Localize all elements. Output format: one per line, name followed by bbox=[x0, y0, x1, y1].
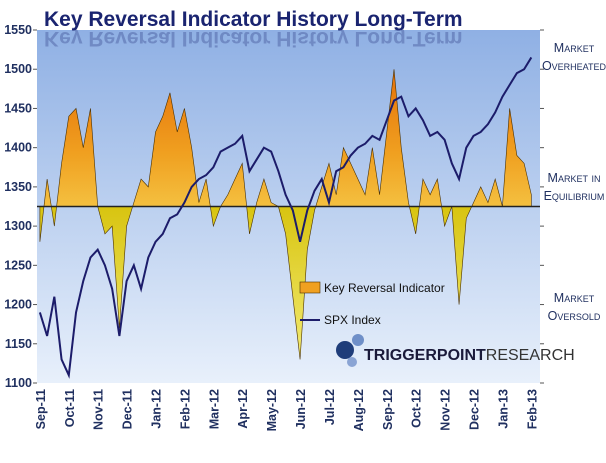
x-tick-label: Dec-12 bbox=[468, 389, 482, 430]
y-tick-label: 1400 bbox=[4, 141, 32, 155]
x-tick-label: Jan-12 bbox=[150, 389, 164, 429]
x-tick-label: Nov-12 bbox=[439, 389, 453, 431]
legend-swatch bbox=[299, 281, 321, 294]
indicator-area bbox=[39, 69, 532, 360]
x-tick-label: Apr-12 bbox=[236, 389, 250, 429]
logo: TRIGGERPOINTRESEARCH bbox=[364, 347, 575, 364]
x-tick-label: Nov-11 bbox=[92, 389, 106, 430]
x-tick-label: Sep-12 bbox=[381, 389, 395, 430]
y-tick-label: 1200 bbox=[4, 298, 32, 312]
y-tick-label: 1350 bbox=[4, 180, 32, 194]
y-tick-label: 1150 bbox=[5, 337, 32, 351]
logo-bold: TRIGGERPOINT bbox=[364, 347, 486, 364]
x-tick-label: Feb-13 bbox=[525, 389, 539, 429]
annotation: Oversold bbox=[548, 309, 601, 323]
logo-light: RESEARCH bbox=[486, 347, 575, 364]
y-tick-label: 1450 bbox=[4, 101, 32, 115]
logo-icon bbox=[336, 334, 364, 367]
x-tick-label: Dec-11 bbox=[121, 389, 135, 429]
annotation: Market in bbox=[548, 171, 601, 185]
x-tick-label: Mar-12 bbox=[207, 389, 221, 429]
annotation: Equilibrium bbox=[544, 189, 605, 203]
y-tick-label: 1300 bbox=[4, 219, 32, 233]
spx-line bbox=[38, 56, 533, 379]
x-tick-label: Jul-12 bbox=[323, 389, 337, 425]
y-tick-label: 1100 bbox=[5, 376, 32, 390]
x-tick-label: May-12 bbox=[265, 389, 279, 431]
x-tick-label: Aug-12 bbox=[352, 389, 366, 431]
annotation: Overheated bbox=[542, 59, 606, 73]
legend-label: Key Reversal Indicator bbox=[324, 281, 445, 295]
x-tick-label: Oct-12 bbox=[410, 389, 424, 428]
y-tick-label: 1550 bbox=[4, 23, 32, 37]
legend-label: SPX Index bbox=[324, 313, 381, 327]
chart-title: Key Reversal Indicator History Long-Term bbox=[44, 8, 463, 31]
x-tick-label: Jan-13 bbox=[496, 389, 510, 429]
y-tick-label: 1250 bbox=[4, 258, 32, 272]
title-reflection: Key Reversal Indicator History Long-Term bbox=[44, 27, 463, 50]
x-tick-label: Sep-11 bbox=[34, 389, 48, 429]
x-tick-label: Jun-12 bbox=[294, 389, 308, 429]
x-tick-label: Oct-11 bbox=[63, 389, 77, 427]
annotation: Market bbox=[554, 41, 595, 55]
x-tick-label: Feb-12 bbox=[178, 389, 192, 429]
y-tick-label: 1500 bbox=[4, 62, 32, 76]
annotation: Market bbox=[554, 291, 595, 305]
